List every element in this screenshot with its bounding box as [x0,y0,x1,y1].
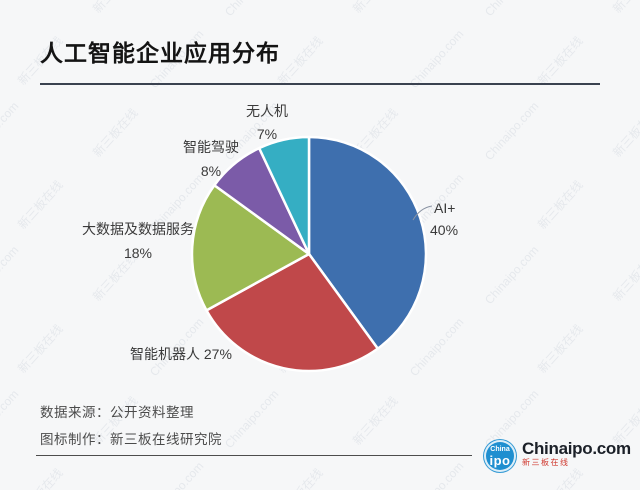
logo-brand-text: Chinaipo.com [522,439,631,458]
title-divider [40,83,600,85]
watermark-text: Chinaipo.com [221,387,282,451]
watermark-text: Chinaipo.com [0,99,22,163]
watermark-text: 新三板在线 [14,465,67,490]
watermark-text: 新三板在线 [15,177,66,232]
watermark-text: 新三板在线 [535,33,586,88]
label-robots: 智能机器人 [130,346,200,362]
watermark-text: Chinaipo.com [481,243,542,307]
chinaipo-badge-icon: China ipo [484,440,516,472]
value-robots: 27% [203,346,232,362]
value-drones: 7% [256,126,278,142]
watermark-text: 新三板在线 [535,321,586,376]
watermark-text: Chinaipo.com [482,0,542,19]
page-title: 人工智能企业应用分布 [40,40,280,66]
watermark-text: Chinaipo.com [406,27,467,91]
label-ai-plus: AI+ [434,200,456,216]
watermark-text: Chinaipo.com [407,459,467,490]
pie-slice-智能机器人 [205,252,380,373]
watermark-text: 新三板在线 [350,393,401,448]
pie-svg [190,135,428,373]
label-drones: 无人机 [246,103,288,119]
chinaipo-logo: China ipo Chinaipo.com 新三板在线 [484,440,631,472]
value-ai-plus: 40% [430,222,459,238]
badge-top-text: China [490,445,510,453]
watermark-text: 新三板在线 [610,105,640,160]
chart-credit-note: 图标制作：新三板在线研究院 [40,432,222,447]
label-smart-driving: 智能驾驶 [183,139,239,155]
value-smart-driving: 8% [200,163,222,179]
watermark-text: 新三板在线 [89,0,142,16]
watermark-text: 新三板在线 [15,321,66,376]
watermark-text: Chinaipo.com [481,99,542,163]
watermark-text: Chinaipo.com [147,459,207,490]
watermark-text: 新三板在线 [609,0,640,16]
watermark-text: Chinaipo.com [0,387,22,451]
pie-slice-无人机 [257,135,311,256]
watermark-text: 新三板在线 [90,105,141,160]
pie-slice-大数据及数据服务 [190,183,311,312]
footer-divider [36,455,472,456]
watermark-text: 新三板在线 [535,177,586,232]
watermark-text: 新三板在线 [274,465,327,490]
label-robots-row: 智能机器人 27% [130,346,232,362]
watermark-text: Chinaipo.com [0,243,22,307]
logo-subtitle-text: 新三板在线 [522,458,570,467]
label-big-data: 大数据及数据服务 [82,221,194,237]
data-source-note: 数据来源：公开资料整理 [40,405,194,420]
watermark-text: Chinaipo.com [0,0,21,19]
value-big-data: 18% [123,245,153,261]
pie-chart [179,124,439,384]
watermark-text: 新三板在线 [610,249,640,304]
logo-text: Chinaipo.com 新三板在线 [522,439,631,468]
watermark-text: 新三板在线 [275,33,326,88]
watermark-text: Chinaipo.com [222,0,282,19]
watermark-text: 新三板在线 [349,0,402,16]
badge-main-text: ipo [489,452,511,468]
